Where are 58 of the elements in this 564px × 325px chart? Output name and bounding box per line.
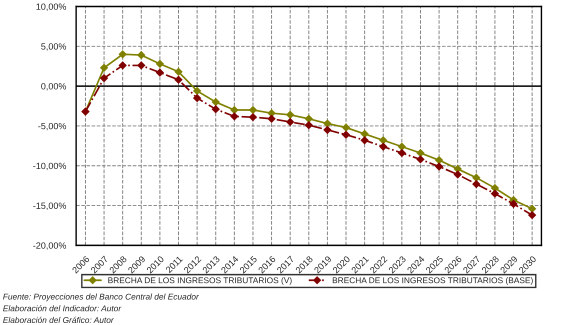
point (490, 190, 499, 198)
point (342, 130, 350, 139)
point (472, 174, 480, 182)
y-tick-label: 0,00% (41, 83, 66, 91)
point (528, 211, 536, 220)
point (230, 112, 238, 120)
y-tick-label: 10,00% (36, 3, 66, 11)
text: Elaboración del Indicador: Autor (3, 305, 122, 312)
point (286, 118, 294, 126)
point (156, 60, 164, 68)
point (379, 136, 388, 144)
point (100, 64, 108, 72)
y-tick-label: -20,00% (33, 242, 66, 250)
point (174, 76, 182, 84)
point (174, 68, 182, 76)
point (286, 110, 294, 119)
source-note: Fuente: Proyecciones del Banco Central del Ecuador (3, 293, 200, 302)
point (398, 142, 406, 151)
point (435, 156, 444, 164)
point (193, 94, 202, 102)
point (379, 142, 388, 151)
legend-label: BRECHA DE LOS INGRESOS TRIBUTARIOS (V) (108, 277, 292, 285)
point (193, 86, 202, 95)
point (230, 106, 238, 114)
point (342, 124, 350, 132)
point (212, 98, 220, 106)
point (454, 164, 462, 173)
text: Elaboración del Gráfico: Autor (3, 316, 114, 324)
point (156, 68, 164, 77)
point (304, 121, 313, 130)
point (528, 204, 536, 213)
point (248, 106, 257, 114)
point (100, 74, 108, 82)
point (212, 105, 220, 114)
point (360, 136, 369, 144)
point (323, 120, 332, 128)
point (490, 184, 499, 192)
legend-label: BRECHA DE LOS INGRESOS TRIBUTARIOS (BASE) (332, 277, 533, 285)
point (398, 149, 406, 157)
point (268, 114, 276, 123)
y-tick-label: -5,00% (38, 122, 66, 130)
point (454, 170, 462, 178)
point (137, 61, 146, 70)
point (472, 180, 480, 188)
y-tick-label: -10,00% (33, 162, 66, 170)
point (360, 130, 369, 138)
point (435, 162, 444, 171)
point (118, 61, 127, 70)
point (118, 50, 127, 58)
point (510, 200, 518, 208)
point (137, 51, 146, 60)
point (416, 149, 424, 157)
y-tick-label: -15,00% (33, 202, 66, 210)
y-tick-label: 5,00% (41, 43, 66, 51)
point (304, 114, 313, 123)
point (248, 113, 257, 122)
point (416, 155, 424, 164)
point (323, 126, 332, 134)
